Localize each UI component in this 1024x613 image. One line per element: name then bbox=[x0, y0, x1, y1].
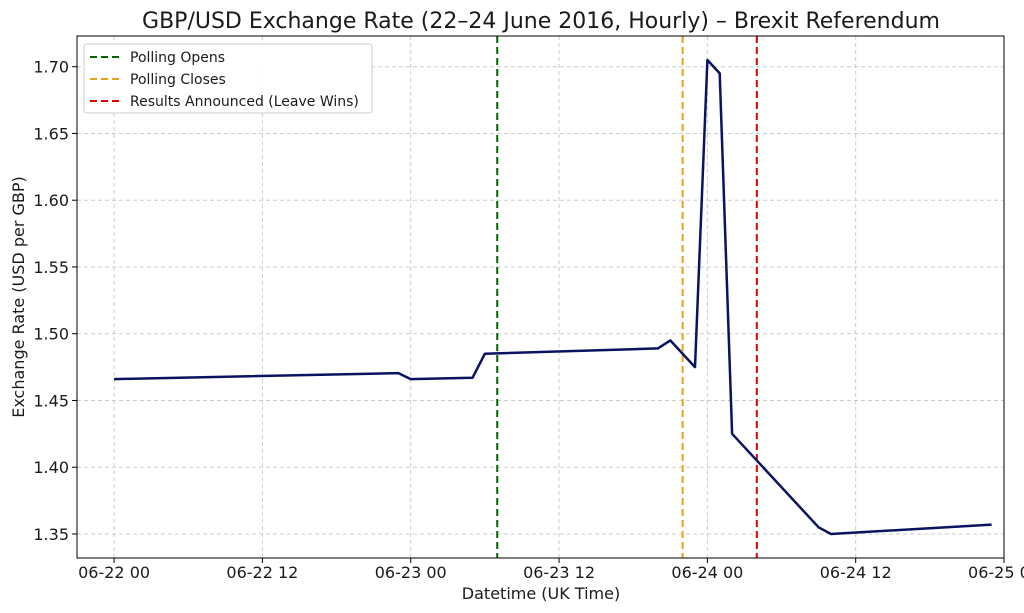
x-axis-ticks: 06-22 00 06-22 12 06-23 00 06-23 12 06-24 00… bbox=[78, 558, 1024, 582]
x-tick-label: 06-23 12 bbox=[523, 563, 595, 582]
legend-label: Polling Closes bbox=[130, 72, 226, 88]
y-axis-label: Exchange Rate (USD per GBP) bbox=[9, 176, 28, 417]
legend-box bbox=[83, 43, 373, 114]
plot-frame bbox=[76, 35, 1005, 559]
series bbox=[114, 58, 992, 536]
y-tick-label: 1.45 bbox=[33, 391, 69, 410]
y-axis-ticks: 1.35 1.40 1.45 1.50 1.55 1.60 1.65 1.70 bbox=[33, 58, 77, 544]
legend-label: Polling Opens bbox=[130, 50, 225, 66]
legend-label: Results Announced (Leave Wins) bbox=[130, 94, 359, 110]
y-tick-label: 1.35 bbox=[33, 525, 69, 544]
series-line bbox=[114, 58, 992, 536]
x-tick-label: 06-23 00 bbox=[375, 563, 447, 582]
grid bbox=[77, 36, 1005, 558]
x-tick-label: 06-22 12 bbox=[226, 563, 298, 582]
y-tick-label: 1.55 bbox=[33, 258, 69, 277]
chart-title: GBP/USD Exchange Rate (22–24 June 2016, … bbox=[142, 9, 940, 34]
x-tick-label: 06-24 12 bbox=[820, 563, 892, 582]
x-tick-label: 06-24 00 bbox=[671, 563, 743, 582]
y-tick-label: 1.65 bbox=[33, 124, 69, 143]
event-lines bbox=[496, 36, 758, 558]
x-tick-label: 06-25 00 bbox=[968, 563, 1024, 582]
y-tick-label: 1.50 bbox=[33, 325, 69, 344]
y-tick-label: 1.60 bbox=[33, 191, 69, 210]
x-tick-label: 06-22 00 bbox=[78, 563, 150, 582]
x-axis-label: Datetime (UK Time) bbox=[462, 584, 620, 603]
legend: Polling Opens Polling Closes Results Annou… bbox=[83, 43, 373, 114]
y-tick-label: 1.40 bbox=[33, 458, 69, 477]
axes bbox=[76, 35, 1005, 559]
y-tick-label: 1.70 bbox=[33, 58, 69, 77]
